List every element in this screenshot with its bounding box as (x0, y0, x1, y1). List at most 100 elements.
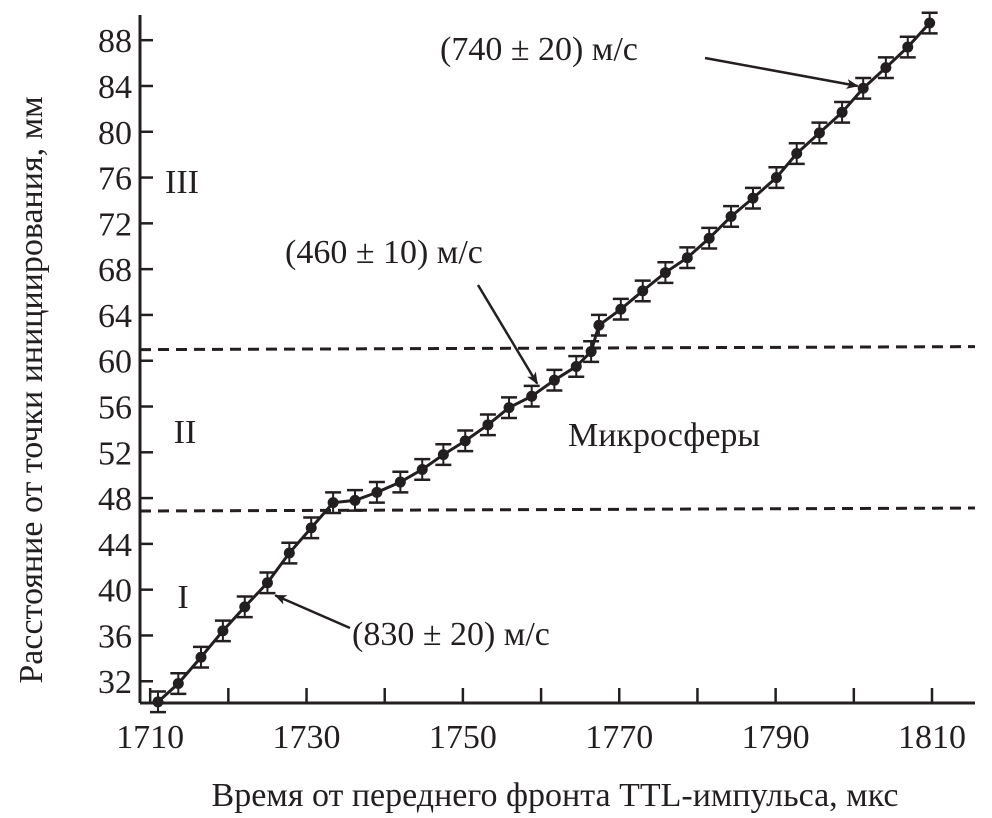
annotation-830: (830 ± 20) м/с (352, 616, 550, 653)
marker (152, 696, 164, 708)
data-point (414, 457, 431, 482)
y-tick-label: 72 (98, 206, 132, 243)
y-tick-label: 32 (98, 664, 132, 701)
marker (503, 402, 515, 414)
region-label-I: I (177, 579, 188, 616)
annotation-arrow (274, 594, 351, 630)
y-tick-label: 36 (98, 618, 132, 655)
marker (305, 522, 317, 534)
data-point (788, 141, 805, 166)
data-point (523, 384, 540, 408)
marker (482, 419, 494, 431)
y-tick-label: 68 (98, 252, 132, 289)
y-tick-label: 48 (98, 481, 132, 518)
marker (283, 547, 295, 559)
data-point (392, 470, 409, 494)
data-point (744, 186, 761, 210)
series-line (156, 22, 931, 703)
data-point (590, 313, 607, 337)
data-point (723, 204, 740, 229)
data-point (701, 226, 718, 250)
marker (526, 390, 538, 402)
marker (585, 346, 597, 358)
marker (349, 494, 361, 506)
y-tick-label: 56 (98, 390, 132, 427)
data-point (281, 541, 298, 565)
y-tick-label: 52 (98, 435, 132, 472)
data-point (568, 354, 585, 378)
data-point (435, 443, 452, 467)
marker (681, 252, 693, 264)
marker (195, 651, 207, 663)
data-point (634, 279, 651, 303)
y-tick-label: 40 (98, 573, 132, 610)
marker (172, 678, 184, 690)
y-tick-label: 44 (98, 527, 132, 564)
marker (615, 303, 627, 315)
data-point (811, 121, 828, 145)
x-tick-label: 1710 (116, 719, 184, 756)
marker (659, 267, 671, 279)
data-point (192, 645, 209, 669)
region-boundaries (139, 345, 976, 513)
boundary-line (139, 506, 976, 513)
x-tick-label: 1790 (742, 719, 810, 756)
data-series (149, 11, 938, 714)
marker (371, 486, 383, 498)
region-label-II: II (174, 414, 197, 451)
y-tick-label: 80 (98, 115, 132, 152)
y-axis-label: Расстояние от точки инициирования, мм (13, 96, 50, 683)
data-point (457, 429, 474, 453)
y-tick-label: 76 (98, 161, 132, 198)
annotation-arrow (704, 56, 859, 89)
marker (570, 360, 582, 372)
annotation-arrow (476, 284, 539, 385)
data-point (657, 261, 674, 285)
data-point (679, 246, 696, 270)
marker (217, 625, 229, 637)
data-point (899, 35, 916, 59)
marker (813, 127, 825, 139)
annotation-740: (740 ± 20) м/с (440, 31, 638, 68)
data-point (583, 340, 600, 364)
data-point (612, 297, 629, 321)
marker (924, 17, 936, 29)
marker (394, 476, 406, 488)
x-tick-label: 1770 (585, 719, 653, 756)
region-label-III: III (165, 164, 199, 201)
marker (327, 497, 339, 509)
marker (239, 601, 251, 613)
data-point (855, 76, 872, 100)
y-tick-label: 84 (98, 69, 132, 106)
annotation-460: (460 ± 10) м/с (285, 234, 483, 271)
marker (261, 577, 273, 589)
data-point (368, 480, 385, 504)
marker (770, 172, 782, 184)
y-tick-label: 88 (98, 23, 132, 60)
marker (459, 435, 471, 447)
marker (836, 106, 848, 118)
data-point (259, 571, 276, 595)
marker (880, 62, 892, 74)
x-tick-label: 1750 (429, 719, 497, 756)
marker (703, 232, 715, 244)
data-point (149, 690, 166, 714)
data-point (236, 595, 253, 619)
marker (725, 210, 737, 222)
marker (437, 449, 449, 461)
data-point (877, 56, 894, 80)
y-tick-label: 60 (98, 344, 132, 381)
data-point (768, 166, 785, 190)
x-tick-label: 1730 (273, 719, 341, 756)
data-point (325, 491, 342, 515)
microspheres-label: Микросферы (568, 417, 760, 454)
marker (791, 148, 803, 160)
data-point (214, 619, 231, 643)
marker (637, 285, 649, 297)
data-point (546, 368, 563, 392)
marker (416, 463, 428, 475)
data-point (170, 671, 187, 696)
marker (747, 192, 759, 204)
x-tick-label: 1810 (898, 719, 966, 756)
